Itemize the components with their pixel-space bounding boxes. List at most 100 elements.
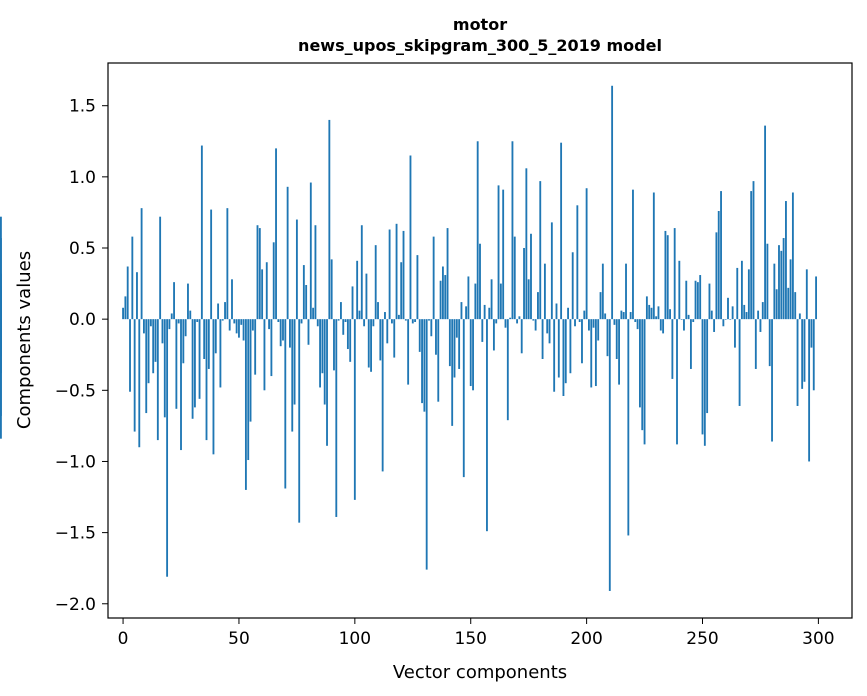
bar-288	[789, 259, 792, 320]
bar-278	[766, 243, 769, 320]
bar-4	[131, 236, 134, 320]
bar-113	[384, 312, 386, 320]
bar-273	[754, 319, 757, 369]
bar-77	[300, 319, 303, 324]
bar-140	[446, 228, 449, 320]
bar-127	[416, 255, 419, 320]
bar-44	[224, 302, 226, 320]
bar-59	[258, 228, 261, 320]
bar-124	[409, 155, 412, 320]
bar-280	[771, 319, 773, 442]
bar-40	[214, 319, 217, 354]
bar-200	[585, 188, 588, 320]
bar-7	[138, 319, 141, 448]
bar-97	[346, 319, 349, 350]
bar-135	[435, 319, 437, 355]
y-axis-ticks: −2.0 −1.5 −1.0 −0.5 0.0 0.5 1.0 1.5	[55, 97, 108, 615]
bar-298	[812, 319, 815, 391]
bar-199	[583, 310, 586, 320]
bar-5	[133, 319, 136, 432]
bar-266	[738, 319, 741, 406]
bar-164	[502, 189, 505, 320]
bar-225	[643, 319, 646, 445]
bar-111	[379, 319, 382, 361]
bar-257	[717, 211, 720, 320]
bar-67	[277, 319, 280, 322]
bar-213	[615, 319, 618, 359]
bar-13	[152, 319, 155, 374]
bar-79	[305, 285, 308, 320]
bar-270	[747, 269, 750, 320]
bar-45	[226, 208, 229, 320]
bar-92	[335, 319, 338, 517]
bar-287	[787, 287, 790, 320]
bar-63	[268, 319, 271, 330]
bar-265	[736, 267, 739, 320]
bar-11	[147, 319, 150, 384]
bar-161	[495, 319, 498, 324]
bar-239	[676, 319, 678, 445]
bar-198	[581, 319, 583, 364]
bar-99	[351, 286, 354, 320]
bar-214	[618, 319, 620, 385]
bar-282	[775, 289, 778, 320]
bar-153	[476, 141, 479, 320]
bar-68	[279, 319, 282, 347]
bar-181	[541, 319, 544, 359]
bar-53	[244, 319, 247, 490]
bar-75	[295, 219, 298, 320]
bar-129	[421, 319, 423, 404]
bar-147	[462, 319, 465, 478]
bar-216	[622, 312, 625, 320]
bar-102	[358, 310, 361, 320]
bar-23	[175, 319, 178, 409]
bar-255	[713, 319, 716, 332]
bar-131	[425, 319, 428, 570]
bar-182	[543, 263, 546, 320]
bar-100	[353, 319, 356, 500]
bar-14	[154, 319, 157, 362]
bar-251	[703, 319, 706, 446]
bar-28	[187, 283, 189, 320]
bar-21	[170, 313, 173, 320]
bar-285	[782, 238, 785, 320]
bar-undefined	[0, 286, 2, 320]
bar-201	[588, 319, 590, 331]
bar-167	[509, 317, 512, 320]
bar-204	[594, 319, 597, 387]
bar-94	[340, 302, 342, 320]
bar-292	[798, 313, 801, 320]
bar-284	[780, 250, 783, 320]
bar-175	[527, 279, 530, 320]
bar-107	[370, 319, 372, 372]
bar-159	[490, 279, 493, 320]
bar-91	[333, 319, 335, 371]
bar-54	[247, 319, 250, 461]
bar-120	[400, 262, 403, 320]
bar-190	[562, 319, 565, 396]
bar-58	[256, 225, 259, 320]
bar-211	[611, 85, 614, 320]
bar-207	[601, 263, 604, 320]
bar-254	[710, 310, 713, 320]
y-axis-label: Components values	[14, 251, 35, 429]
bar-183	[546, 319, 549, 334]
bar-121	[402, 230, 405, 320]
bar-20	[168, 319, 171, 330]
bar-62	[265, 262, 268, 320]
bar-295	[805, 269, 808, 320]
bar-247	[694, 280, 697, 320]
x-axis-ticks: 0 50 100 150 200 250 300	[118, 618, 835, 649]
bar-178	[534, 319, 537, 331]
bar-236	[669, 309, 671, 320]
bar-98	[349, 319, 352, 362]
bar-15	[156, 319, 159, 441]
bar-215	[620, 310, 623, 320]
x-tick-label: 250	[686, 629, 718, 649]
bar-168	[511, 141, 514, 320]
bar-6	[136, 272, 138, 320]
bar-197	[578, 319, 581, 322]
bar-232	[659, 319, 662, 331]
bar-234	[664, 230, 667, 320]
